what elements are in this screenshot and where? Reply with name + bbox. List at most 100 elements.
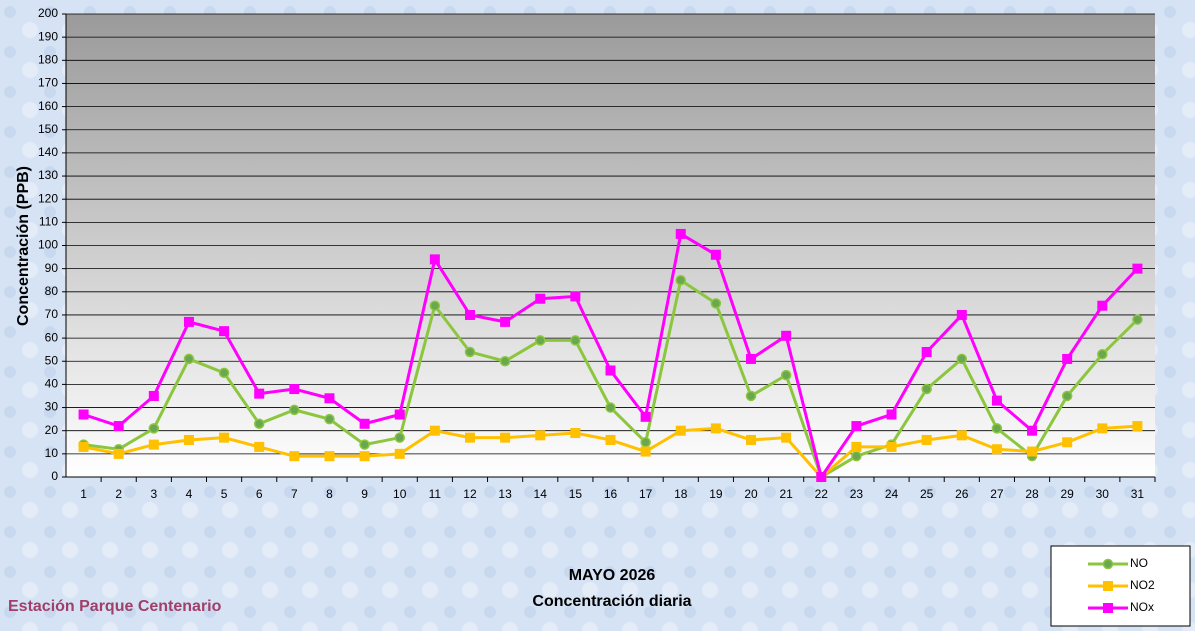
data-point [605,402,616,413]
data-point [148,439,159,450]
x-tick-label: 29 [1060,487,1074,501]
data-point [991,395,1002,406]
x-tick-label: 15 [569,487,583,501]
legend-marker [1102,558,1114,570]
data-point [253,418,265,430]
y-tick-label: 200 [38,6,58,20]
x-tick-label: 7 [291,487,298,501]
data-point [746,434,757,445]
data-point [675,425,686,436]
data-point [394,448,405,459]
data-point [289,404,300,416]
data-point [1097,349,1108,360]
data-point [605,434,616,445]
data-point [394,409,405,420]
data-point [113,448,124,459]
y-tick-label: 40 [45,377,59,391]
x-tick-label: 16 [604,487,618,501]
data-point [183,434,194,445]
x-tick-label: 17 [639,487,653,501]
x-tick-label: 10 [393,487,407,501]
y-tick-label: 140 [38,145,58,159]
data-point [324,393,335,404]
legend-marker [1103,581,1113,591]
y-tick-label: 90 [45,261,59,275]
data-point [219,326,230,337]
data-point [113,421,124,432]
y-axis-label: Concentración (PPB) [15,166,32,326]
x-tick-label: 23 [850,487,864,501]
data-point [289,384,300,395]
data-point [1027,446,1038,457]
data-point [640,446,651,457]
data-point [921,383,932,395]
data-point [570,291,581,302]
y-tick-label: 110 [39,215,58,229]
y-tick-label: 100 [38,238,58,252]
data-point [710,249,721,260]
data-point [464,432,475,443]
data-point [991,423,1003,434]
data-point [535,293,546,304]
x-tick-label: 27 [990,487,1004,501]
x-tick-label: 9 [361,487,368,501]
data-point [1062,353,1073,364]
x-tick-label: 4 [186,487,193,501]
y-tick-label: 60 [45,330,59,344]
x-tick-label: 25 [920,487,934,501]
x-tick-label: 24 [885,487,899,501]
data-point [534,335,546,346]
y-tick-label: 80 [45,284,59,298]
data-point [780,369,792,381]
y-tick-label: 150 [38,122,58,136]
data-point [640,437,651,448]
data-point [183,353,195,365]
data-point [148,390,159,401]
y-tick-label: 120 [38,191,58,205]
data-point [289,451,300,462]
data-point [148,423,160,434]
data-point [816,472,827,482]
data-point [710,298,722,309]
y-tick-label: 20 [45,423,59,437]
x-tick-label: 28 [1025,487,1039,501]
data-point [183,316,194,327]
data-point [956,430,967,441]
data-point [921,434,932,445]
data-point [956,353,968,365]
chart-title: MAYO 2026 [569,567,656,584]
data-point [991,444,1002,455]
data-point [464,346,476,358]
data-point [1097,300,1108,311]
x-tick-label: 19 [709,487,723,501]
data-point [605,365,616,376]
data-point [921,346,932,357]
y-tick-label: 50 [45,353,59,367]
data-point [500,316,511,327]
data-point [324,451,335,462]
data-point [886,441,897,452]
data-point [675,228,686,239]
data-point [781,330,792,341]
x-tick-label: 21 [779,487,793,501]
data-point [429,254,440,265]
station-annotation: Estación Parque Centenario [8,598,222,615]
data-point [535,430,546,441]
data-point [640,411,651,422]
x-tick-label: 11 [429,487,442,501]
data-point [1132,263,1143,274]
data-point [78,409,89,420]
data-point [851,441,862,452]
x-tick-label: 14 [534,487,548,501]
data-point [851,450,862,462]
data-point [745,390,757,402]
data-point [746,353,757,364]
data-point [570,335,581,346]
x-tick-label: 18 [674,487,688,501]
y-tick-label: 160 [38,99,58,113]
data-point [429,300,441,311]
data-point [254,388,265,399]
data-point [254,441,265,452]
y-tick-label: 70 [45,307,59,321]
